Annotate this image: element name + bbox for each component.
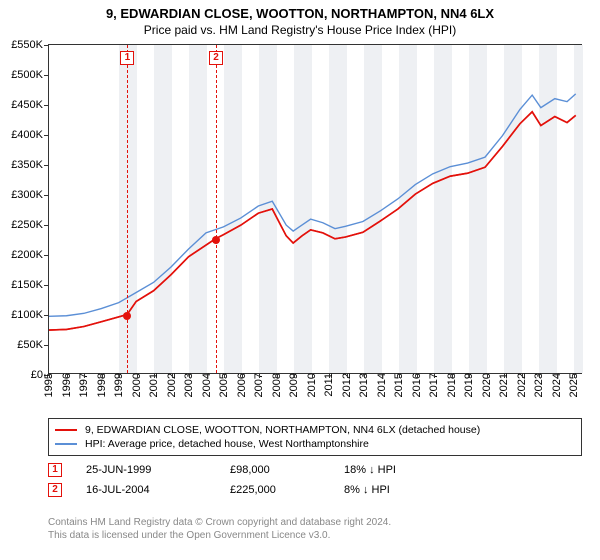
x-axis-tick-mark [207,373,208,378]
x-axis-tick-mark [259,373,260,378]
y-axis-tick-mark [44,105,49,106]
x-axis-tick-mark [172,373,173,378]
y-axis-tick-mark [44,135,49,136]
x-axis-tick-mark [67,373,68,378]
x-axis-tick-mark [522,373,523,378]
x-axis-tick-mark [329,373,330,378]
y-axis-tick-mark [44,255,49,256]
x-axis-tick-mark [487,373,488,378]
y-axis-tick-mark [44,195,49,196]
legend-swatch [55,443,77,445]
x-axis-tick-mark [452,373,453,378]
legend-swatch [55,429,77,431]
y-axis-tick-mark [44,45,49,46]
x-axis-tick-mark [364,373,365,378]
sales-table: 1 25-JUN-1999 £98,000 18% ↓ HPI 2 16-JUL-2004… [48,460,396,500]
sale-marker-line [127,45,128,373]
x-axis-tick-mark [224,373,225,378]
x-axis-tick-mark [102,373,103,378]
legend-row: HPI: Average price, detached house, West… [55,437,575,451]
y-axis-tick-mark [44,345,49,346]
sale-row-price: £98,000 [230,464,320,476]
x-axis-tick-mark [399,373,400,378]
x-axis-tick-mark [119,373,120,378]
sale-row-delta: 18% ↓ HPI [344,464,396,476]
chart-subtitle: Price paid vs. HM Land Registry's House … [0,21,600,41]
x-axis-tick-mark [557,373,558,378]
legend-box: 9, EDWARDIAN CLOSE, WOOTTON, NORTHAMPTON… [48,418,582,456]
chart-title: 9, EDWARDIAN CLOSE, WOOTTON, NORTHAMPTON… [0,0,600,21]
legend-label: 9, EDWARDIAN CLOSE, WOOTTON, NORTHAMPTON… [85,424,480,436]
x-axis-tick-mark [539,373,540,378]
x-axis-tick-mark [242,373,243,378]
footer-line-1: Contains HM Land Registry data © Crown c… [48,516,391,529]
x-axis-tick-mark [312,373,313,378]
x-axis-tick-mark [347,373,348,378]
x-axis-tick-mark [137,373,138,378]
footer-line-2: This data is licensed under the Open Gov… [48,529,391,542]
y-axis-tick-mark [44,315,49,316]
x-axis-tick-mark [154,373,155,378]
y-axis-tick-mark [44,165,49,166]
sale-marker-badge: 1 [120,51,134,65]
sale-row: 2 16-JUL-2004 £225,000 8% ↓ HPI [48,480,396,500]
sale-marker-line [216,45,217,373]
x-axis-tick-mark [574,373,575,378]
sale-row-date: 16-JUL-2004 [86,484,206,496]
x-axis-tick-mark [469,373,470,378]
legend-row: 9, EDWARDIAN CLOSE, WOOTTON, NORTHAMPTON… [55,423,575,437]
x-axis-tick-mark [504,373,505,378]
sale-row-badge: 1 [48,463,62,477]
sale-row-badge: 2 [48,483,62,497]
x-axis-tick-mark [84,373,85,378]
chart-plot-area: £0£50K£100K£150K£200K£250K£300K£350K£400… [48,44,582,374]
legend-label: HPI: Average price, detached house, West… [85,438,369,450]
x-axis-tick-mark [294,373,295,378]
x-axis-tick-mark [49,373,50,378]
sale-row-date: 25-JUN-1999 [86,464,206,476]
sale-row: 1 25-JUN-1999 £98,000 18% ↓ HPI [48,460,396,480]
x-axis-tick-mark [417,373,418,378]
sale-point-dot [123,312,131,320]
chart-lines-svg [49,45,581,373]
sale-row-price: £225,000 [230,484,320,496]
x-axis-tick-mark [382,373,383,378]
x-axis-tick-mark [434,373,435,378]
y-axis-tick-mark [44,285,49,286]
sale-point-dot [212,236,220,244]
x-axis-tick-mark [277,373,278,378]
y-axis-tick-mark [44,75,49,76]
footer-attribution: Contains HM Land Registry data © Crown c… [48,516,391,542]
sale-row-delta: 8% ↓ HPI [344,484,390,496]
y-axis-tick-mark [44,225,49,226]
sale-marker-badge: 2 [209,51,223,65]
x-axis-tick-mark [189,373,190,378]
